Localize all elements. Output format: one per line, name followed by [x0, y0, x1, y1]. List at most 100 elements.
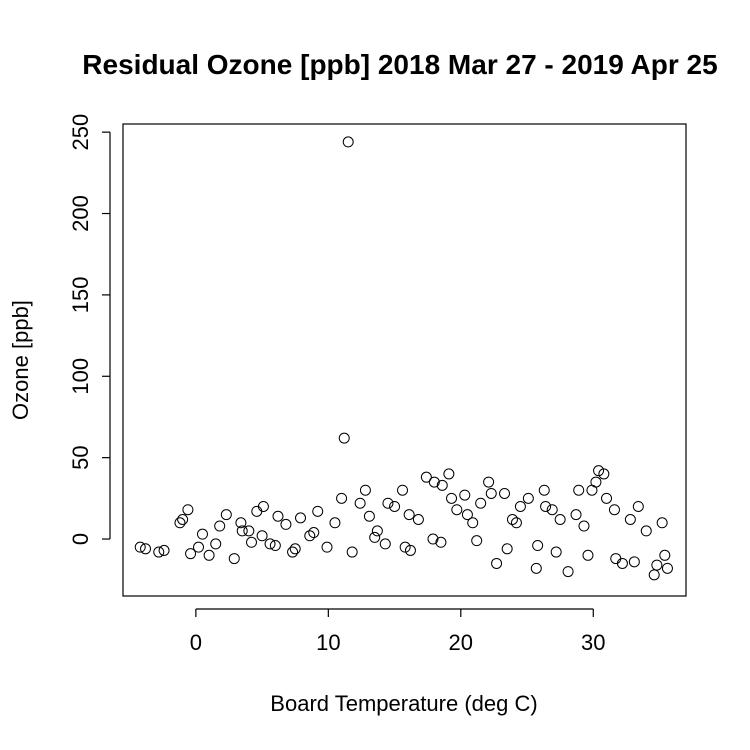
data-point [659, 549, 671, 561]
y-tick-label: 150 [68, 277, 93, 314]
y-tick-label: 100 [68, 358, 93, 395]
data-point [397, 484, 409, 496]
data-point [661, 562, 673, 574]
data-point [371, 525, 383, 537]
data-point [256, 530, 268, 542]
data-point [593, 465, 605, 477]
data-point [359, 484, 371, 496]
data-point [342, 136, 354, 148]
data-point [601, 492, 613, 504]
data-point [499, 487, 511, 499]
data-point [590, 476, 602, 488]
chart-title: Residual Ozone [ppb] 2018 Mar 27 - 2019 … [82, 49, 717, 80]
data-point [177, 514, 189, 526]
data-point [608, 504, 620, 516]
data-point [582, 549, 594, 561]
data-point [562, 566, 574, 578]
data-point [196, 528, 208, 540]
data-point [628, 556, 640, 568]
data-point [236, 525, 248, 537]
data-point [289, 543, 301, 555]
data-point [573, 484, 585, 496]
data-point [228, 553, 240, 565]
data-point [158, 544, 170, 556]
plot-area [122, 123, 687, 597]
data-point [540, 500, 552, 512]
y-tick-label: 250 [68, 114, 93, 151]
data-point [243, 525, 255, 537]
data-point [554, 514, 566, 526]
data-point [640, 525, 652, 537]
data-point [610, 553, 622, 565]
data-point [427, 533, 439, 545]
data-point [598, 468, 610, 480]
x-tick-label: 20 [449, 630, 473, 655]
data-point [532, 540, 544, 552]
y-axis: 0 50 100 150 200 250 [68, 114, 111, 545]
x-axis-label: Board Temperature (deg C) [270, 691, 537, 716]
data-point [446, 492, 458, 504]
data-point [308, 527, 320, 539]
data-point [354, 497, 366, 509]
data-point [616, 557, 628, 569]
data-point [185, 548, 197, 560]
data-point [272, 510, 284, 522]
data-point [153, 546, 165, 558]
data-point [501, 543, 513, 555]
data-point [428, 476, 440, 488]
data-point [550, 546, 562, 558]
data-point [363, 510, 375, 522]
data-point [257, 500, 269, 512]
x-tick-label: 30 [581, 630, 605, 655]
data-point [379, 538, 391, 550]
data-point [461, 509, 473, 521]
data-point [538, 484, 550, 496]
x-tick-label: 0 [190, 630, 202, 655]
data-point [245, 536, 257, 548]
data-point [435, 536, 447, 548]
data-point [510, 517, 522, 529]
data-point [522, 492, 534, 504]
data-point [389, 500, 401, 512]
data-point [210, 538, 222, 550]
x-tick-label: 10 [316, 630, 340, 655]
data-point [546, 504, 558, 516]
data-point [174, 517, 186, 529]
data-point [506, 514, 518, 526]
data-point [475, 497, 487, 509]
data-point [420, 471, 432, 483]
y-tick-label: 50 [68, 445, 93, 469]
data-point [624, 514, 636, 526]
data-point [346, 546, 358, 558]
data-point [321, 541, 333, 553]
data-points [134, 136, 673, 581]
data-point [287, 546, 299, 558]
data-point [193, 541, 205, 553]
data-point [436, 479, 448, 491]
data-point [134, 541, 146, 553]
data-point [295, 512, 307, 524]
data-point [369, 531, 381, 543]
data-point [220, 509, 232, 521]
data-point [578, 520, 590, 532]
data-point [483, 476, 495, 488]
data-point [648, 569, 660, 581]
data-point [632, 500, 644, 512]
y-tick-label: 200 [68, 195, 93, 232]
data-point [530, 562, 542, 574]
data-point [404, 544, 416, 556]
data-point [399, 541, 411, 553]
data-point [467, 517, 479, 529]
data-point [203, 549, 215, 561]
data-point [412, 514, 424, 526]
data-point [656, 517, 668, 529]
data-point [336, 492, 348, 504]
data-point [471, 535, 483, 547]
y-tick-label: 0 [68, 533, 93, 545]
data-point [485, 487, 497, 499]
data-point [140, 543, 152, 555]
data-point [514, 500, 526, 512]
data-point [570, 509, 582, 521]
data-point [269, 540, 281, 552]
